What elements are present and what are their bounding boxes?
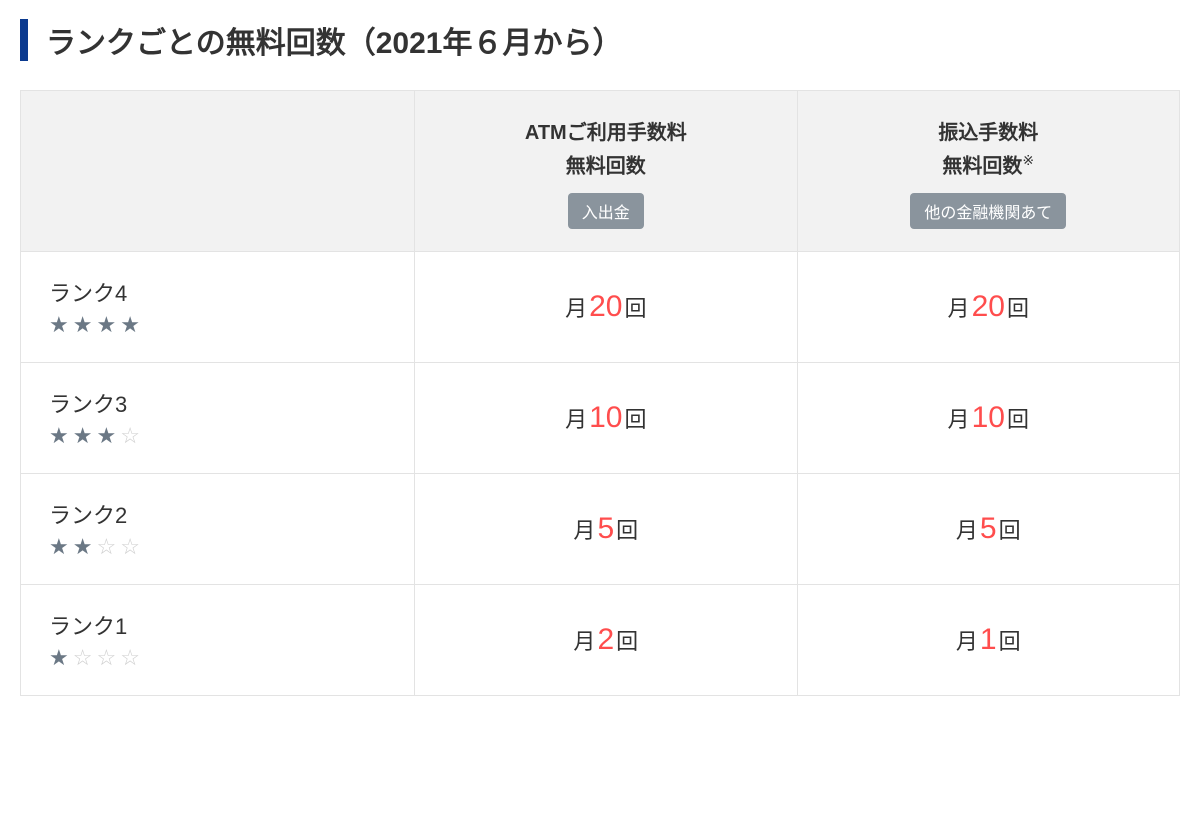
table-row: ランク2★★☆☆月5回月5回 [21, 473, 1180, 584]
transfer-count-cell: 月20回 [797, 251, 1179, 362]
count-number: 5 [978, 512, 999, 545]
atm-count-cell: 月10回 [415, 362, 797, 473]
star-filled-icon: ★ [96, 423, 120, 448]
transfer-count-cell: 月1回 [797, 584, 1179, 695]
count-number: 10 [587, 401, 624, 434]
transfer-count-cell: 月10回 [797, 362, 1179, 473]
count-prefix: 月 [565, 407, 587, 432]
star-filled-icon: ★ [96, 312, 120, 337]
header-transfer-badge: 他の金融機関あて [910, 193, 1066, 229]
star-empty-icon: ☆ [96, 645, 120, 670]
count-number: 1 [978, 623, 999, 656]
count-suffix: 回 [616, 518, 638, 543]
header-transfer: 振込手数料 無料回数※ 他の金融機関あて [797, 91, 1179, 252]
star-filled-icon: ★ [49, 645, 73, 670]
count-suffix: 回 [999, 518, 1021, 543]
header-transfer-line2: 無料回数※ [814, 149, 1163, 183]
rank-table: ATMご利用手数料 無料回数 入出金 振込手数料 無料回数※ 他の金融機関あて … [20, 90, 1180, 696]
star-empty-icon: ☆ [73, 645, 97, 670]
count-number: 10 [970, 401, 1007, 434]
star-empty-icon: ☆ [120, 534, 144, 559]
count-number: 5 [595, 512, 616, 545]
star-filled-icon: ★ [49, 423, 73, 448]
count-suffix: 回 [624, 296, 646, 321]
header-atm: ATMご利用手数料 無料回数 入出金 [415, 91, 797, 252]
table-row: ランク4★★★★月20回月20回 [21, 251, 1180, 362]
atm-count-cell: 月5回 [415, 473, 797, 584]
star-filled-icon: ★ [120, 312, 144, 337]
rank-stars: ★★★★ [49, 312, 386, 338]
count-prefix: 月 [948, 407, 970, 432]
count-number: 2 [595, 623, 616, 656]
star-empty-icon: ☆ [120, 645, 144, 670]
atm-count-cell: 月20回 [415, 251, 797, 362]
rank-cell: ランク2★★☆☆ [21, 473, 415, 584]
rank-stars: ★☆☆☆ [49, 645, 386, 671]
count-prefix: 月 [573, 518, 595, 543]
count-suffix: 回 [1007, 407, 1029, 432]
table-row: ランク3★★★☆月10回月10回 [21, 362, 1180, 473]
page-title: ランクごとの無料回数（2021年６月から） [46, 18, 622, 62]
star-empty-icon: ☆ [96, 534, 120, 559]
count-suffix: 回 [999, 629, 1021, 654]
rank-stars: ★★★☆ [49, 423, 386, 449]
star-empty-icon: ☆ [120, 423, 144, 448]
header-transfer-line2-text: 無料回数 [942, 156, 1022, 178]
header-atm-badge: 入出金 [568, 193, 644, 229]
rank-cell: ランク1★☆☆☆ [21, 584, 415, 695]
count-number: 20 [970, 290, 1007, 323]
count-prefix: 月 [565, 296, 587, 321]
rank-label: ランク4 [49, 276, 386, 308]
star-filled-icon: ★ [73, 534, 97, 559]
count-suffix: 回 [624, 407, 646, 432]
header-transfer-note: ※ [1022, 152, 1034, 168]
table-body: ランク4★★★★月20回月20回ランク3★★★☆月10回月10回ランク2★★☆☆… [21, 251, 1180, 695]
rank-label: ランク3 [49, 387, 386, 419]
header-rank [21, 91, 415, 252]
header-atm-line2: 無料回数 [431, 149, 780, 183]
count-prefix: 月 [573, 629, 595, 654]
count-prefix: 月 [956, 629, 978, 654]
rank-cell: ランク3★★★☆ [21, 362, 415, 473]
rank-label: ランク1 [49, 609, 386, 641]
title-accent [20, 19, 28, 61]
header-atm-line1: ATMご利用手数料 [431, 117, 780, 149]
header-transfer-line1: 振込手数料 [814, 117, 1163, 149]
star-filled-icon: ★ [73, 312, 97, 337]
transfer-count-cell: 月5回 [797, 473, 1179, 584]
table-row: ランク1★☆☆☆月2回月1回 [21, 584, 1180, 695]
header-row: ATMご利用手数料 無料回数 入出金 振込手数料 無料回数※ 他の金融機関あて [21, 91, 1180, 252]
star-filled-icon: ★ [49, 312, 73, 337]
rank-cell: ランク4★★★★ [21, 251, 415, 362]
count-suffix: 回 [1007, 296, 1029, 321]
title-bar: ランクごとの無料回数（2021年６月から） [20, 18, 1180, 62]
count-number: 20 [587, 290, 624, 323]
header-atm-line2-text: 無料回数 [566, 156, 646, 178]
atm-count-cell: 月2回 [415, 584, 797, 695]
count-prefix: 月 [956, 518, 978, 543]
rank-stars: ★★☆☆ [49, 534, 386, 560]
count-prefix: 月 [948, 296, 970, 321]
rank-label: ランク2 [49, 498, 386, 530]
count-suffix: 回 [616, 629, 638, 654]
star-filled-icon: ★ [73, 423, 97, 448]
star-filled-icon: ★ [49, 534, 73, 559]
